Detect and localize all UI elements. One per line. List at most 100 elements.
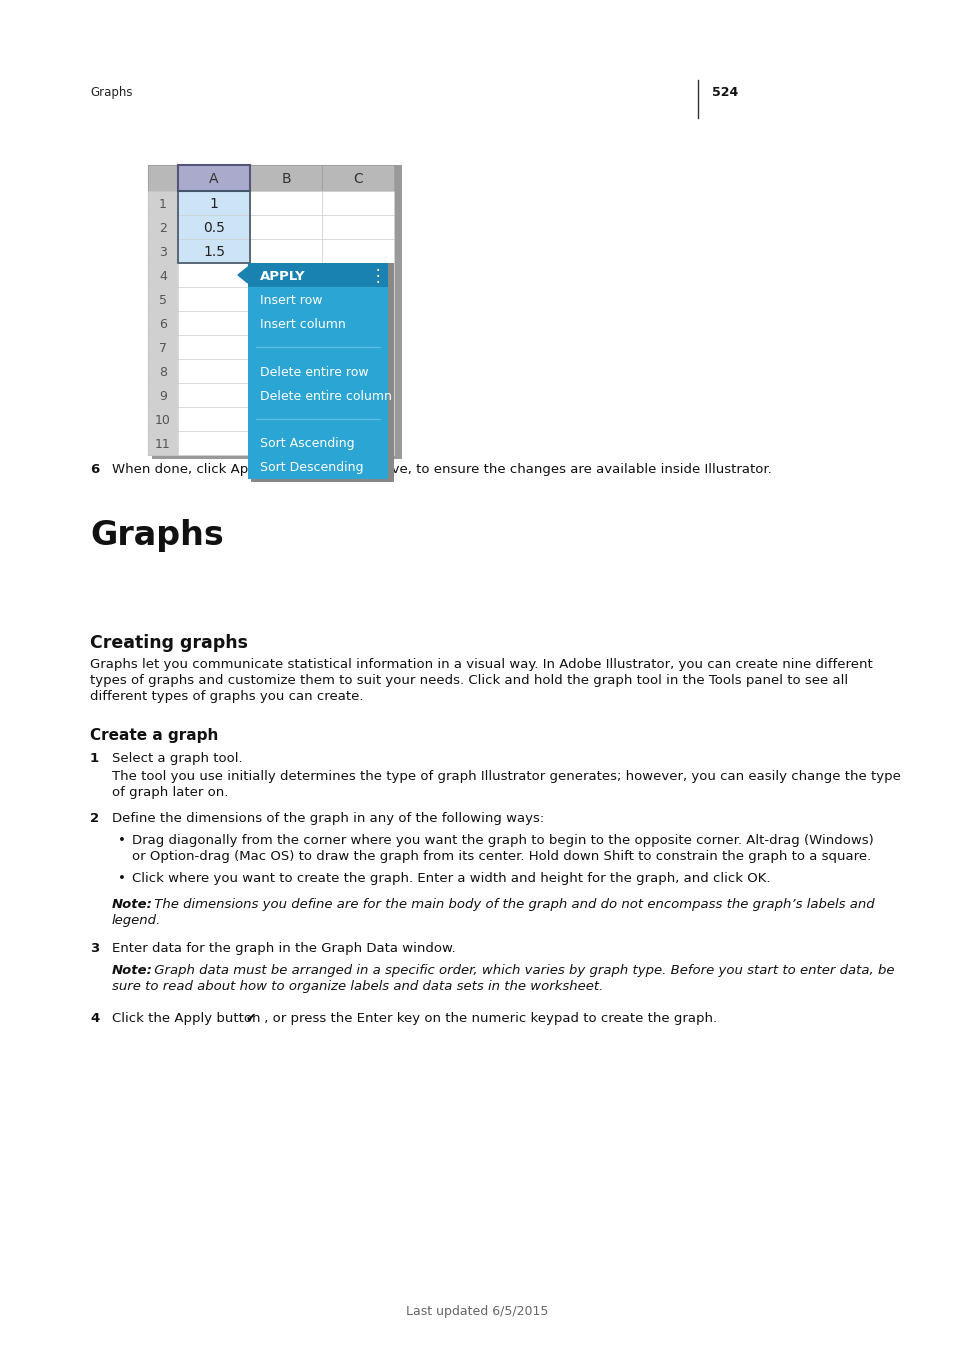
Bar: [148, 335, 178, 359]
Text: Click where you want to create the graph. Enter a width and height for the graph: Click where you want to create the graph…: [132, 872, 770, 886]
Bar: [251, 263, 394, 482]
Text: Graphs let you communicate statistical information in a visual way. In Adobe Ill: Graphs let you communicate statistical i…: [90, 657, 872, 671]
Bar: [178, 239, 250, 263]
Bar: [322, 383, 394, 406]
Bar: [178, 215, 250, 239]
Bar: [148, 431, 178, 455]
Text: legend.: legend.: [112, 914, 161, 927]
Text: 6: 6: [90, 463, 99, 477]
Text: 6: 6: [159, 317, 167, 331]
Bar: [322, 239, 394, 263]
Bar: [248, 263, 388, 288]
Text: of graph later on.: of graph later on.: [112, 786, 228, 799]
Bar: [248, 263, 388, 479]
Text: Drag diagonally from the corner where you want the graph to begin to the opposit: Drag diagonally from the corner where yo…: [132, 834, 873, 846]
Bar: [178, 288, 250, 311]
Text: 4: 4: [90, 1012, 99, 1025]
Bar: [250, 190, 322, 215]
Text: 0.5: 0.5: [203, 221, 225, 235]
Bar: [148, 215, 178, 239]
Text: Delete entire column: Delete entire column: [260, 390, 392, 402]
Text: Select a graph tool.: Select a graph tool.: [112, 752, 242, 765]
Text: •: •: [118, 834, 126, 846]
Text: Last updated 6/5/2015: Last updated 6/5/2015: [405, 1305, 548, 1318]
Text: 5: 5: [159, 293, 167, 306]
Bar: [148, 165, 178, 190]
Bar: [250, 263, 322, 288]
Bar: [178, 383, 250, 406]
Text: Note:: Note:: [112, 898, 152, 911]
Bar: [178, 263, 250, 288]
Bar: [148, 263, 178, 288]
Text: C: C: [353, 171, 362, 186]
Bar: [322, 406, 394, 431]
Text: ⋮: ⋮: [370, 267, 386, 285]
Text: B: B: [281, 171, 291, 186]
Text: 524: 524: [711, 86, 738, 99]
Text: Insert row: Insert row: [260, 293, 322, 306]
Text: Click the Apply button: Click the Apply button: [112, 1012, 265, 1025]
Bar: [322, 190, 394, 215]
Bar: [250, 406, 322, 431]
Text: When done, click Apply, and then click Save, to ensure the changes are available: When done, click Apply, and then click S…: [112, 463, 771, 477]
Bar: [250, 239, 322, 263]
Bar: [178, 359, 250, 383]
Text: different types of graphs you can create.: different types of graphs you can create…: [90, 690, 363, 703]
Bar: [322, 310, 394, 335]
Text: 1: 1: [90, 752, 99, 765]
Bar: [178, 406, 250, 431]
Bar: [250, 288, 322, 311]
Text: sure to read about how to organize labels and data sets in the worksheet.: sure to read about how to organize label…: [112, 980, 602, 994]
Text: Enter data for the graph in the Graph Data window.: Enter data for the graph in the Graph Da…: [112, 942, 456, 954]
Text: Define the dimensions of the graph in any of the following ways:: Define the dimensions of the graph in an…: [112, 811, 543, 825]
Bar: [148, 310, 178, 335]
Bar: [148, 406, 178, 431]
Text: Graph data must be arranged in a specific order, which varies by graph type. Bef: Graph data must be arranged in a specifi…: [150, 964, 894, 977]
Bar: [322, 288, 394, 311]
Bar: [250, 335, 322, 359]
Polygon shape: [237, 267, 248, 284]
Text: 4: 4: [159, 270, 167, 282]
Text: Sort Ascending: Sort Ascending: [260, 437, 355, 451]
Bar: [322, 335, 394, 359]
Bar: [322, 165, 394, 190]
Bar: [148, 239, 178, 263]
Text: Graphs: Graphs: [90, 518, 224, 552]
Bar: [148, 383, 178, 406]
Bar: [250, 165, 322, 190]
Bar: [152, 165, 401, 459]
Text: Create a graph: Create a graph: [90, 728, 218, 743]
Text: 11: 11: [155, 437, 171, 451]
Bar: [250, 359, 322, 383]
Text: •: •: [118, 872, 126, 886]
Text: Delete entire row: Delete entire row: [260, 366, 368, 378]
Text: 3: 3: [90, 942, 99, 954]
Text: The tool you use initially determines the type of graph Illustrator generates; h: The tool you use initially determines th…: [112, 769, 900, 783]
Text: 8: 8: [159, 366, 167, 378]
Bar: [178, 310, 250, 335]
Bar: [250, 431, 322, 455]
Bar: [178, 431, 250, 455]
Text: or Option-drag (Mac OS) to draw the graph from its center. Hold down Shift to co: or Option-drag (Mac OS) to draw the grap…: [132, 850, 870, 863]
Text: Sort Descending: Sort Descending: [260, 462, 363, 474]
Text: The dimensions you define are for the main body of the graph and do not encompas: The dimensions you define are for the ma…: [150, 898, 874, 911]
Text: Note:: Note:: [112, 964, 152, 977]
Bar: [322, 359, 394, 383]
Text: 2: 2: [90, 811, 99, 825]
Bar: [148, 288, 178, 311]
Text: 9: 9: [159, 390, 167, 402]
Bar: [322, 263, 394, 288]
Bar: [178, 165, 250, 190]
Bar: [178, 190, 250, 263]
Text: Insert column: Insert column: [260, 317, 345, 331]
Text: Creating graphs: Creating graphs: [90, 634, 248, 652]
Bar: [250, 310, 322, 335]
Text: 2: 2: [159, 221, 167, 235]
Bar: [148, 190, 178, 215]
Text: ✔: ✔: [246, 1012, 256, 1025]
Bar: [148, 165, 394, 455]
Bar: [250, 383, 322, 406]
Bar: [322, 431, 394, 455]
Bar: [178, 165, 250, 190]
Text: types of graphs and customize them to suit your needs. Click and hold the graph : types of graphs and customize them to su…: [90, 674, 847, 687]
